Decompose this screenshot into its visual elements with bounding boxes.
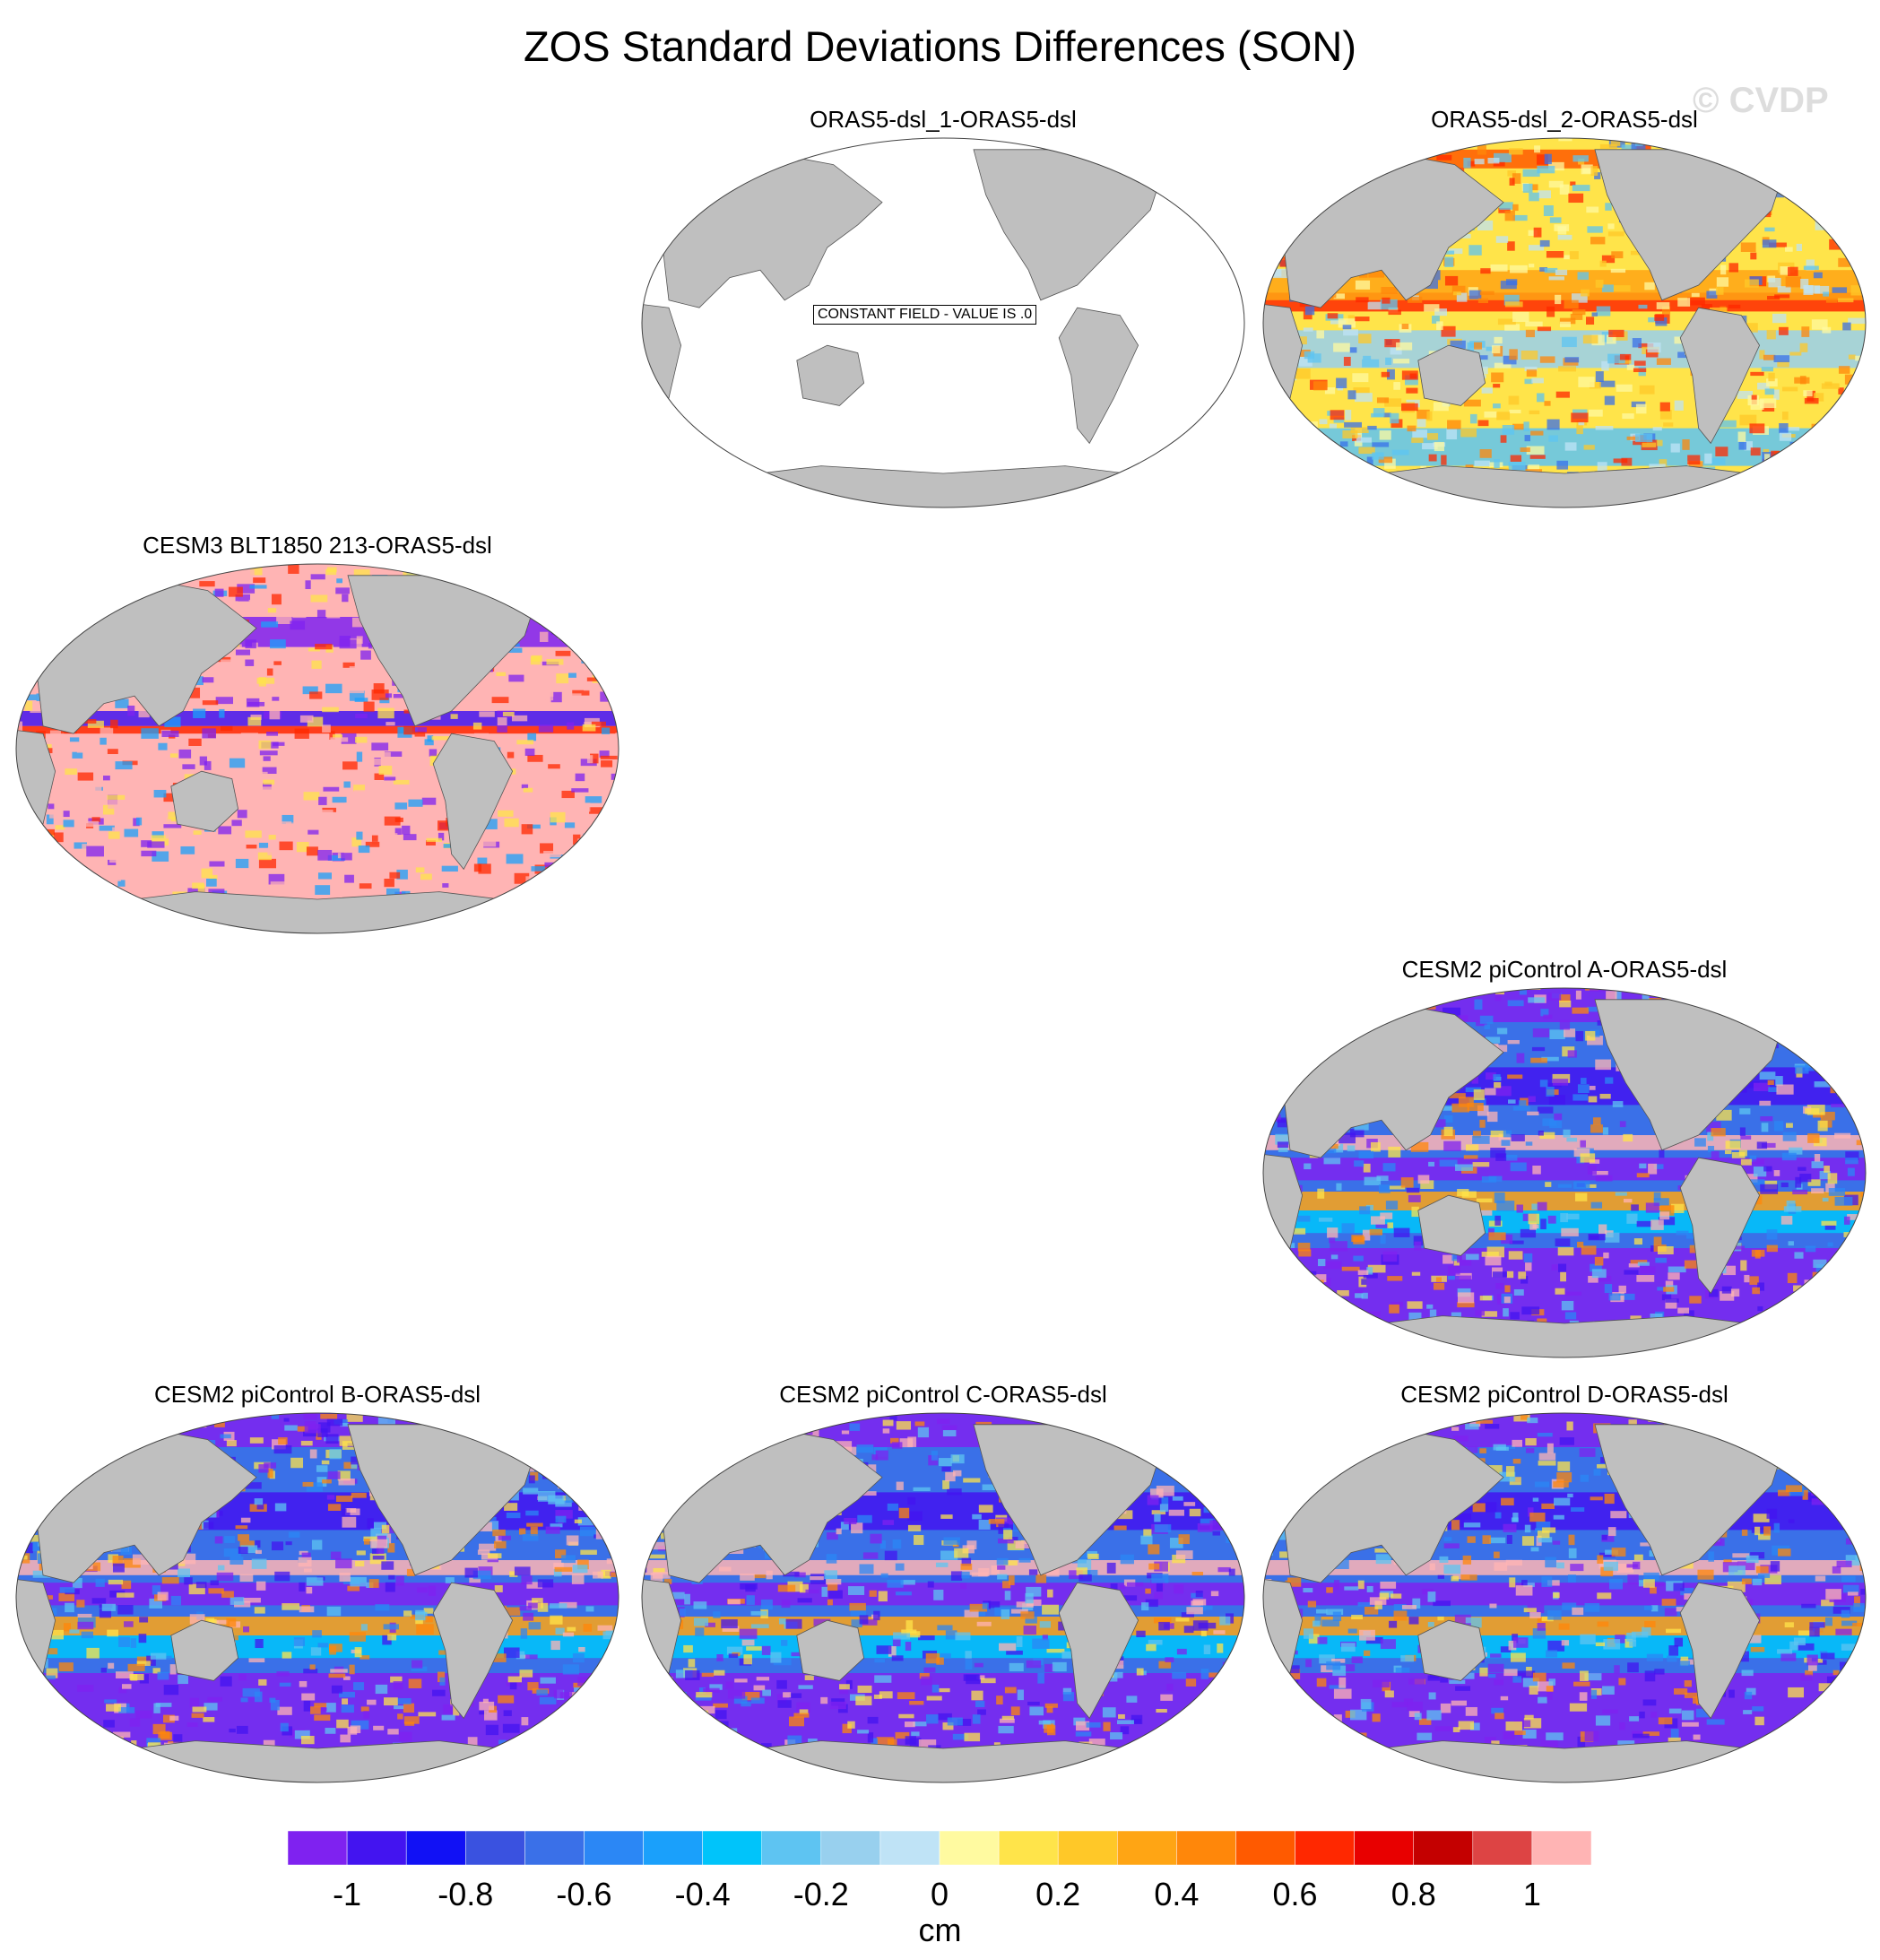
colorbar-swatch <box>1057 1831 1118 1865</box>
colorbar-swatch <box>702 1831 762 1865</box>
colorbar-swatch <box>405 1831 466 1865</box>
colorbar-swatch <box>643 1831 703 1865</box>
panel-title: CESM2 piControl A-ORAS5-dsl <box>1401 956 1728 983</box>
colorbar-tick-label: 0.4 <box>1154 1876 1200 1912</box>
colorbar-swatch <box>820 1831 881 1865</box>
colorbar-swatch <box>1354 1831 1414 1865</box>
figure-title: ZOS Standard Deviations Differences (SON… <box>523 22 1357 70</box>
colorbar-swatch <box>879 1831 940 1865</box>
colorbar-tick-label: 1 <box>1522 1876 1541 1912</box>
panel-title: CESM2 piControl C-ORAS5-dsl <box>779 1381 1107 1408</box>
panel-title: CESM3 BLT1850 213-ORAS5-dsl <box>143 532 492 559</box>
colorbar-tick-label: -0.4 <box>674 1876 731 1912</box>
map <box>641 1412 1245 1783</box>
colorbar-unit: cm <box>918 1912 962 1948</box>
colorbar-swatch <box>524 1831 585 1865</box>
colorbar-swatch <box>346 1831 407 1865</box>
colorbar-swatch <box>998 1831 1059 1865</box>
map <box>1262 987 1867 1358</box>
colorbar-swatch <box>465 1831 525 1865</box>
panel-title: ORAS5-dsl_1-ORAS5-dsl <box>810 106 1077 133</box>
constant-field-label: CONSTANT FIELD - VALUE IS .0 <box>813 305 1037 325</box>
panel-title: ORAS5-dsl_2-ORAS5-dsl <box>1431 106 1698 133</box>
colorbar-swatch <box>1295 1831 1355 1865</box>
colorbar-tick-label: 0 <box>930 1876 949 1912</box>
colorbar-tick-label: 0.2 <box>1035 1876 1081 1912</box>
colorbar-tick-label: 0.6 <box>1272 1876 1318 1912</box>
colorbar-tick-label: 0.8 <box>1391 1876 1436 1912</box>
colorbar-tick-label: -0.6 <box>556 1876 612 1912</box>
colorbar-swatch <box>584 1831 644 1865</box>
colorbar-swatch <box>1472 1831 1533 1865</box>
cvdp-watermark: © CVDP <box>1693 81 1829 120</box>
colorbar-swatch <box>1176 1831 1236 1865</box>
colorbar-swatch <box>1413 1831 1474 1865</box>
colorbar-swatch <box>1531 1831 1591 1865</box>
colorbar <box>288 1831 1591 1865</box>
map <box>1262 137 1867 508</box>
map <box>1262 1412 1867 1783</box>
colorbar-swatch <box>1117 1831 1177 1865</box>
colorbar-swatch <box>1235 1831 1295 1865</box>
colorbar-swatch <box>288 1831 348 1865</box>
panel-title: CESM2 piControl B-ORAS5-dsl <box>153 1381 481 1408</box>
colorbar-swatch <box>939 1831 1000 1865</box>
colorbar-tick-label: -0.8 <box>438 1876 494 1912</box>
map <box>15 1412 619 1783</box>
map <box>15 563 619 934</box>
colorbar-tick-label: -1 <box>333 1876 362 1912</box>
map <box>641 137 1245 508</box>
colorbar-swatch <box>761 1831 822 1865</box>
panel-title: CESM2 piControl D-ORAS5-dsl <box>1400 1381 1728 1408</box>
colorbar-tick-label: -0.2 <box>793 1876 849 1912</box>
